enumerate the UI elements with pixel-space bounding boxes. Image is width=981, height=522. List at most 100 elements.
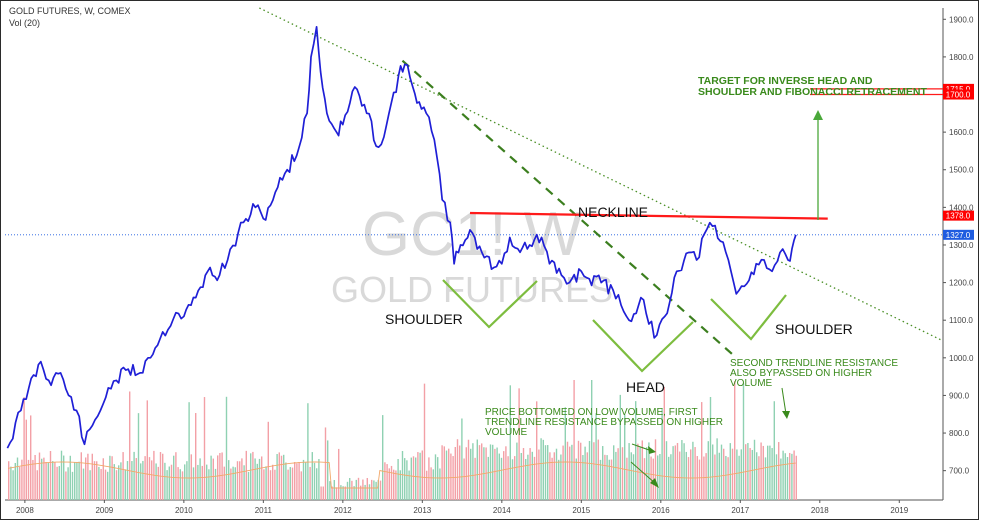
y-tick-label: 900.0: [949, 391, 970, 400]
volume-bar: [610, 459, 613, 500]
volume-bar: [564, 407, 566, 500]
volume-bar: [320, 486, 322, 500]
volume-bar: [168, 466, 170, 500]
dashed-trendline: [401, 59, 738, 359]
volume-bar: [12, 470, 14, 500]
volume-bar: [232, 466, 234, 500]
volume-bar: [331, 486, 333, 500]
volume-bar: [659, 453, 661, 500]
volume-bar: [654, 439, 657, 500]
volume-bar: [694, 447, 696, 500]
volume-bar: [170, 464, 173, 500]
volume-bar: [219, 452, 221, 500]
volume-bar: [423, 383, 426, 500]
volume-bar: [366, 477, 368, 500]
volume-bar: [782, 450, 784, 500]
volume-bar: [188, 402, 190, 500]
volume-bar: [738, 455, 740, 500]
volume-bar: [305, 462, 307, 500]
volume-bar: [698, 459, 701, 500]
volume-bar: [100, 468, 102, 500]
volume-bar: [758, 456, 760, 500]
volume-bar: [162, 453, 164, 500]
volume-indicator-label[interactable]: Vol (20): [9, 18, 41, 28]
volume-bar: [641, 440, 643, 500]
volume-bar: [617, 448, 619, 500]
x-tick-label: 2014: [493, 506, 511, 515]
volume-bar: [14, 462, 16, 500]
volume-bar: [529, 448, 531, 500]
volume-bar: [703, 456, 705, 500]
volume-bar: [692, 441, 694, 500]
head-pattern: [592, 319, 694, 373]
volume-bar: [571, 444, 573, 500]
volume-bar: [580, 442, 582, 500]
volume-bar: [467, 439, 470, 500]
volume-bar: [157, 466, 159, 500]
volume-bar: [25, 419, 27, 500]
volume-bar: [390, 465, 393, 500]
volume-bar: [263, 469, 265, 500]
badge-1715-text: 1715.0: [946, 85, 971, 94]
volume-bar: [674, 445, 676, 500]
volume-bar: [217, 455, 219, 500]
volume-bar: [522, 448, 525, 500]
volume-bar: [300, 471, 302, 500]
x-tick-label: 2012: [334, 506, 352, 515]
volume-bar: [98, 466, 100, 500]
volume-bar: [129, 391, 131, 500]
volume-bar: [19, 466, 21, 500]
neckline-line: [470, 211, 828, 220]
volume-bar: [775, 454, 778, 500]
volume-bar: [346, 481, 349, 500]
volume-bar: [558, 459, 560, 500]
volume-bar: [89, 470, 91, 500]
volume-bar: [487, 456, 489, 500]
volume-bar: [107, 471, 109, 500]
volume-bar: [441, 445, 443, 500]
volume-bar: [643, 458, 646, 500]
volume-bar: [49, 450, 52, 500]
x-tick-label: 2010: [175, 506, 193, 515]
volume-bar: [635, 401, 637, 500]
volume-bar: [734, 381, 736, 500]
volume-bar: [547, 445, 549, 500]
volume-bar: [452, 456, 454, 500]
badge-1715: 1715.0: [943, 83, 974, 94]
volume-bar: [588, 440, 591, 500]
volume-bar: [239, 461, 241, 500]
volume-bar: [208, 469, 210, 500]
volume-bar: [109, 455, 111, 500]
volume-bar: [355, 479, 357, 500]
volume-bar: [419, 452, 421, 500]
volume-bar: [549, 452, 551, 500]
volume-bar: [767, 445, 769, 500]
y-tick-label: 1400.0: [949, 203, 974, 212]
volume-bar: [536, 401, 538, 500]
volume-bar: [322, 486, 324, 500]
volume-bar: [533, 456, 536, 500]
second-trendline-note-line-2: ALSO BYPASSED ON HIGHER: [730, 368, 872, 379]
volume-bar: [140, 463, 142, 500]
volume-bar: [58, 466, 60, 500]
volume-bar: [307, 403, 309, 500]
volume-bar: [729, 443, 731, 500]
volume-bar: [742, 383, 745, 500]
volume-bar: [338, 448, 340, 500]
volume-bar: [357, 477, 360, 500]
volume-bar: [542, 439, 544, 500]
volume-bar: [657, 455, 659, 500]
volume-bar: [428, 457, 430, 500]
volume-bar: [206, 464, 208, 500]
volume-bar: [243, 465, 245, 500]
x-tick-label: 2018: [811, 506, 829, 515]
volume-bar: [254, 458, 256, 500]
volume-bar: [630, 452, 632, 500]
volume-bar: [663, 386, 665, 500]
volume-bar: [388, 468, 390, 500]
volume-bar: [186, 461, 188, 500]
badge-1378-text: 1378.0: [946, 212, 971, 221]
volume-bar: [795, 455, 797, 500]
